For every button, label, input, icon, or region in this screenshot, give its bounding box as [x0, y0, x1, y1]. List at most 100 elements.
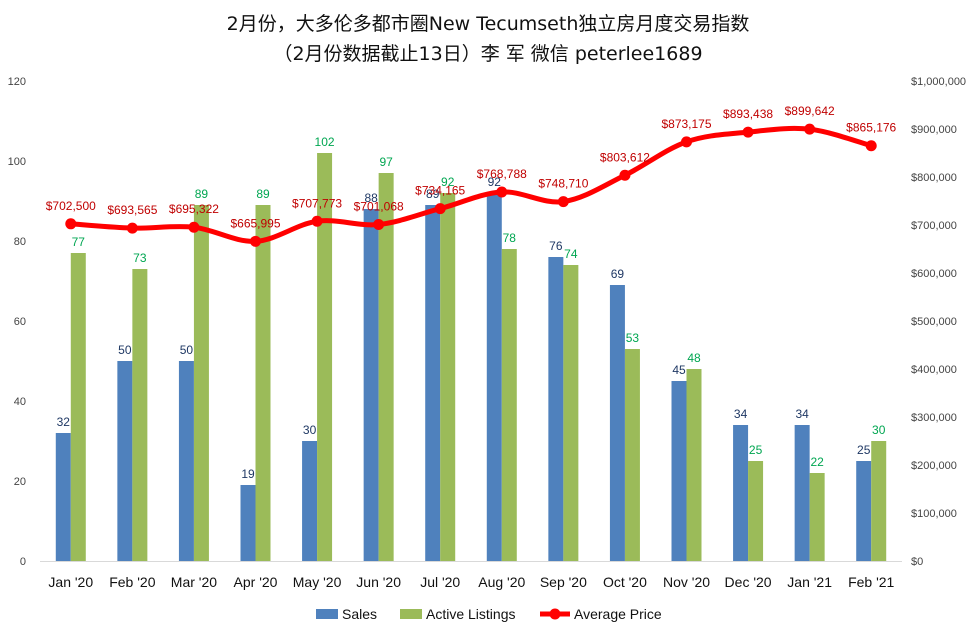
active-listings-data-label: 73 [133, 251, 147, 265]
active-listings-bar [748, 461, 764, 561]
average-price-marker [742, 126, 754, 138]
y-axis-left: 0 20 40 60 80 100 120 [8, 76, 26, 568]
average-price-marker [681, 136, 692, 148]
x-tick-label: Apr '20 [234, 574, 278, 590]
legend-active-listings-swatch [400, 609, 422, 619]
x-tick-label: May '20 [293, 574, 342, 590]
average-price-marker [65, 218, 77, 230]
average-price-marker [188, 221, 200, 233]
active-listings-bar [193, 205, 209, 561]
average-price-data-label: $707,773 [292, 196, 342, 210]
chart-subtitle: （2月份数据截止13日）李 军 微信 peterlee1689 [273, 43, 702, 65]
y-left-tick-label: 0 [20, 556, 26, 568]
active-listings-data-label: 74 [564, 247, 578, 261]
x-tick-label: Mar '20 [171, 574, 217, 590]
average-price-data-label: $899,642 [785, 104, 835, 118]
average-price-marker [619, 169, 631, 181]
y-right-tick-label: $1,000,000 [911, 76, 966, 88]
x-tick-label: Jan '20 [48, 574, 93, 590]
sales-bar [178, 361, 194, 561]
y-right-tick-label: $200,000 [911, 460, 957, 472]
average-price-data-label: $734,165 [415, 184, 465, 198]
sales-data-label: 88 [364, 191, 378, 205]
y-right-tick-label: $400,000 [911, 364, 957, 376]
sales-data-label: 30 [303, 423, 317, 437]
y-right-tick-label: $700,000 [911, 220, 957, 232]
average-price-data-label: $865,176 [846, 121, 896, 135]
y-left-tick-label: 60 [14, 316, 26, 328]
sales-bar [425, 205, 441, 561]
average-price-marker [557, 196, 569, 208]
active-listings-data-label: 78 [503, 231, 517, 245]
sales-bar [609, 285, 625, 561]
y-right-tick-label: $300,000 [911, 412, 957, 424]
y-left-tick-label: 80 [14, 236, 26, 248]
sales-data-label: 76 [549, 239, 563, 253]
active-listings-data-label: 22 [810, 455, 824, 469]
price-line-group: $702,500 $693,565 $695,322 $665,995 $707,773… [46, 104, 897, 247]
sales-bar [117, 361, 133, 561]
average-price-data-label: $803,612 [600, 150, 650, 164]
active-listings-bar [501, 249, 517, 561]
active-listings-data-label: 48 [687, 351, 701, 365]
y-right-tick-label: $100,000 [911, 508, 957, 520]
active-listings-bar [132, 269, 148, 561]
active-listings-data-label: 92 [441, 175, 455, 189]
active-listings-data-label: 102 [315, 135, 335, 149]
sales-data-label: 89 [426, 187, 440, 201]
average-price-data-label: $768,788 [477, 167, 527, 181]
sales-data-label: 45 [672, 363, 686, 377]
x-tick-label: Feb '21 [848, 574, 894, 590]
chart-title: 2月份，大多伦多都市圈New Tecumseth独立房月度交易指数 [227, 13, 750, 35]
sales-bar [548, 257, 564, 561]
sales-data-label: 32 [57, 415, 71, 429]
y-right-tick-label: $600,000 [911, 268, 957, 280]
active-listings-data-label: 89 [195, 187, 209, 201]
sales-data-label: 25 [857, 443, 871, 457]
sales-data-label: 19 [241, 467, 255, 481]
x-tick-label: Dec '20 [725, 574, 772, 590]
y-left-tick-label: 20 [14, 476, 26, 488]
active-listings-data-label: 25 [749, 443, 763, 457]
average-price-data-label: $701,068 [354, 199, 404, 213]
legend: Sales Active Listings Average Price [316, 606, 662, 622]
average-price-data-label: $893,438 [723, 107, 773, 121]
active-listings-bar [624, 349, 640, 561]
sales-bar [55, 433, 71, 561]
average-price-marker [434, 203, 446, 215]
y-right-tick-label: $800,000 [911, 172, 957, 184]
x-axis: Jan '20 Feb '20 Mar '20 Apr '20 May '20 Jun '… [40, 561, 902, 590]
active-listings-bar [378, 173, 394, 561]
bar-series-group [55, 153, 887, 561]
sales-data-label: 69 [611, 267, 625, 281]
sales-data-label: 92 [488, 175, 502, 189]
x-tick-label: Jun '20 [356, 574, 401, 590]
active-listings-bar [686, 369, 702, 561]
active-listings-bar [871, 441, 887, 561]
x-tick-label: Jan '21 [787, 574, 832, 590]
legend-sales-swatch [316, 609, 338, 619]
average-price-marker [311, 215, 323, 227]
legend-average-price-label: Average Price [574, 606, 662, 622]
active-listings-bar [563, 265, 579, 561]
active-listings-data-label: 97 [379, 155, 393, 169]
y-left-tick-label: 40 [14, 396, 26, 408]
y-right-tick-label: $900,000 [911, 124, 957, 136]
x-tick-label: Aug '20 [478, 574, 525, 590]
active-listings-data-label: 89 [256, 187, 270, 201]
average-price-marker [126, 222, 138, 234]
average-price-marker [804, 123, 816, 135]
active-listings-bar [440, 193, 456, 561]
sales-bar [240, 485, 256, 561]
x-tick-label: Nov '20 [663, 574, 710, 590]
y-right-tick-label: $500,000 [911, 316, 957, 328]
average-price-data-label: $702,500 [46, 199, 96, 213]
average-price-line [68, 125, 874, 244]
legend-active-listings-label: Active Listings [426, 606, 515, 622]
sales-data-label: 34 [734, 407, 748, 421]
sales-bar [856, 461, 872, 561]
average-price-marker [496, 186, 508, 198]
x-tick-label: Oct '20 [603, 574, 647, 590]
